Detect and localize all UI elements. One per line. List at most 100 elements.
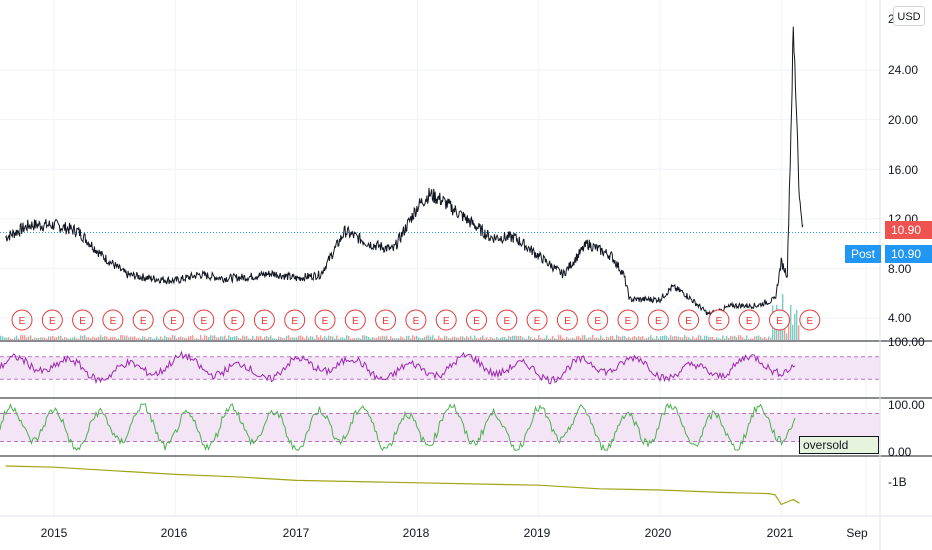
obv-pane[interactable]	[5, 465, 800, 506]
volume-bar	[504, 337, 506, 340]
volume-bar	[68, 338, 70, 340]
volume-bar	[270, 335, 272, 340]
earnings-marker[interactable]: E	[193, 309, 215, 331]
earnings-marker[interactable]: E	[253, 309, 275, 331]
time-tick-label: 2020	[645, 526, 672, 540]
earnings-marker[interactable]: E	[314, 309, 336, 331]
volume-bar	[308, 337, 310, 340]
volume-bar	[574, 338, 576, 340]
earnings-marker[interactable]: E	[678, 309, 700, 331]
volume-bar	[384, 336, 386, 340]
earnings-marker[interactable]: E	[556, 309, 578, 331]
earnings-marker-label: E	[352, 316, 359, 327]
stochastic-pane[interactable]	[0, 402, 880, 452]
volume-bar	[720, 338, 722, 340]
volume-bar	[724, 338, 726, 340]
earnings-marker[interactable]: E	[708, 309, 730, 331]
price-axis[interactable]: 4.00 8.00 12.00 16.00 20.00 24.00 2	[888, 12, 918, 325]
volume-bar	[524, 338, 526, 340]
volume-bar	[580, 337, 582, 340]
volume-bar	[26, 337, 28, 340]
earnings-marker[interactable]: E	[435, 309, 457, 331]
volume-bar	[74, 336, 76, 340]
volume-bar	[492, 337, 494, 340]
earnings-marker[interactable]: E	[344, 309, 366, 331]
volume-bar	[210, 335, 212, 340]
earnings-marker[interactable]: E	[617, 309, 639, 331]
earnings-marker-circle	[556, 309, 578, 331]
volume-bar	[428, 335, 430, 340]
volume-bar	[60, 335, 62, 340]
earnings-marker[interactable]: E	[102, 309, 124, 331]
volume-bar	[264, 336, 266, 340]
volume-bar	[336, 335, 338, 340]
stochastic-band	[0, 413, 880, 442]
volume-bar	[642, 335, 644, 340]
earnings-marker-circle	[466, 309, 487, 331]
volume-bar	[372, 336, 374, 340]
earnings-marker-label: E	[806, 316, 813, 327]
earnings-marker[interactable]: E	[466, 309, 487, 331]
volume-bar	[650, 335, 652, 340]
volume-bar	[298, 335, 300, 340]
earnings-marker-circle	[587, 309, 609, 331]
volume-bar	[24, 335, 26, 340]
volume-bar	[658, 338, 660, 340]
volume-bar	[578, 336, 580, 340]
stochastic-series-line	[0, 402, 796, 452]
volume-bar	[594, 337, 596, 340]
volume-bar	[746, 335, 748, 340]
earnings-marker-label: E	[322, 316, 329, 327]
volume-bar	[672, 336, 674, 340]
volume-bar	[268, 337, 270, 340]
volume-bar	[238, 337, 240, 340]
volume-bar	[726, 335, 728, 340]
volume-bar	[220, 336, 222, 340]
volume-bar	[396, 338, 398, 340]
volume-bar	[20, 335, 22, 340]
volume-bar	[788, 314, 790, 340]
volume-bar	[362, 335, 364, 340]
volume-bar	[732, 336, 734, 340]
currency-button[interactable]: USD	[893, 6, 925, 26]
volume-bar	[108, 338, 110, 340]
volume-bar	[496, 336, 498, 340]
earnings-marker[interactable]: E	[163, 309, 184, 331]
volume-bar	[110, 336, 112, 340]
earnings-marker[interactable]: E	[799, 309, 821, 331]
volume-bar	[28, 336, 30, 340]
earnings-marker[interactable]: E	[769, 309, 790, 331]
volume-bar	[316, 335, 318, 340]
time-axis[interactable]: 2015 2016 2017 2018 2019 2020 2021 Sep	[41, 526, 868, 540]
volume-bar	[38, 337, 40, 340]
earnings-marker[interactable]: E	[41, 309, 63, 331]
volume-bar	[112, 336, 114, 340]
earnings-marker[interactable]: E	[72, 309, 94, 331]
earnings-marker[interactable]: E	[223, 309, 245, 331]
earnings-marker[interactable]: E	[526, 309, 548, 331]
earnings-marker[interactable]: E	[284, 309, 306, 331]
volume-bar	[522, 337, 524, 340]
volume-bar	[542, 338, 544, 340]
earnings-marker[interactable]: E	[738, 309, 760, 331]
volume-bar	[394, 338, 396, 340]
volume-bar	[276, 338, 278, 340]
earnings-marker[interactable]: E	[375, 309, 397, 331]
volume-bar	[576, 336, 578, 340]
volume-bar	[248, 338, 250, 340]
earnings-marker[interactable]: E	[496, 309, 518, 331]
rsi-pane[interactable]	[0, 350, 880, 385]
earnings-marker[interactable]: E	[11, 309, 33, 331]
volume-bar	[466, 336, 468, 340]
volume-bar	[342, 337, 344, 340]
volume-bar	[140, 338, 142, 340]
earnings-marker[interactable]: E	[132, 309, 154, 331]
earnings-marker[interactable]: E	[647, 309, 669, 331]
volume-bar	[426, 335, 428, 340]
earnings-marker[interactable]: E	[587, 309, 609, 331]
earnings-marker[interactable]: E	[405, 309, 427, 331]
volume-bar	[16, 335, 18, 340]
